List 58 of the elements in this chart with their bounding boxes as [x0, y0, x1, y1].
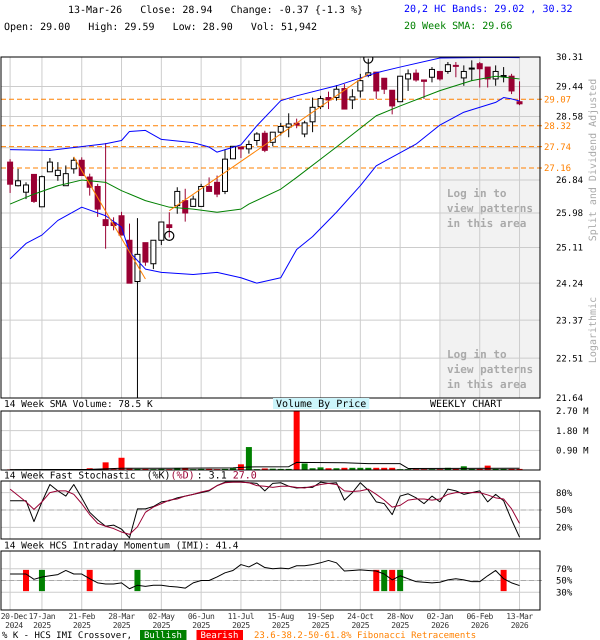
- x-tick-label: 24-Oct 2025: [347, 612, 374, 630]
- x-tick-label: 17-Jan 2025: [28, 612, 56, 630]
- chart-title: 14 Week SMA Volume: 78.5 K: [4, 399, 153, 410]
- chart-title: 14 Week Fast Stochastic: [4, 470, 136, 482]
- y-tick-label: 25.98: [556, 209, 584, 220]
- y-axis-title: Split and Dividend Adjusted: [588, 78, 599, 242]
- y-tick-label: 70%: [556, 564, 573, 575]
- y-tick-label: 28.58: [556, 112, 584, 123]
- y-tick-label: 25.11: [556, 244, 584, 254]
- y-tick-label: 30%: [556, 588, 573, 598]
- text: Logarithmic: [588, 296, 599, 364]
- x-tick-label: 02-Jan 2026: [426, 612, 454, 630]
- ref-line-label: 27.74: [544, 142, 572, 153]
- text: % K - HCS IMI Crossover,: [2, 631, 132, 640]
- text: WEEKLY CHART: [430, 399, 502, 410]
- y-tick-label: 50%: [556, 576, 573, 587]
- text: 20 Week SMA: 29.66: [404, 21, 512, 32]
- y-tick-label: 22.51: [556, 354, 584, 364]
- x-tick-label: 06-Jun 2025: [188, 612, 215, 630]
- y-tick-label: 30.31: [556, 53, 584, 64]
- x-tick-label: 28-Mar 2025: [108, 612, 136, 630]
- x-tick-label: 20-Dec 2024: [0, 612, 28, 630]
- y-tick-label: 80%: [556, 488, 573, 499]
- chart-title: 14 Week HCS Intraday Momentum (IMI): 41.4: [4, 540, 239, 552]
- annotation: 27.0: [232, 470, 257, 482]
- y-tick-label: 20%: [556, 524, 573, 534]
- x-tick-label: 02-May 2025: [148, 612, 176, 630]
- ref-line-label: 28.32: [544, 122, 572, 132]
- x-tick-label: 15-Aug 2025: [267, 612, 295, 630]
- y-tick-label: 1.80 M: [556, 426, 590, 437]
- y-tick-label: 0.90 M: [556, 446, 590, 456]
- x-tick-label: 21-Feb 2025: [68, 612, 96, 630]
- annotation: Log in to view patterns in this area: [447, 348, 534, 391]
- text: Bearish: [200, 631, 238, 640]
- y-tick-label: 26.84: [556, 176, 584, 186]
- y-tick-label: 21.64: [556, 394, 584, 404]
- text: Volume By Price: [276, 399, 366, 410]
- chart-title: 13-Mar-26 Close: 28.94 Change: -0.37 {-1.3 %}: [68, 5, 364, 16]
- y-tick-label: 29.44: [556, 82, 584, 93]
- series-label: (%K): [146, 470, 171, 482]
- x-tick-label: 19-Sep 2025: [307, 612, 334, 630]
- y-tick-label: 50%: [556, 506, 573, 516]
- annotation: : 3.1: [196, 470, 227, 482]
- y-tick-label: 23.37: [556, 316, 584, 326]
- x-tick-label: 13-Mar 2026: [506, 612, 534, 630]
- x-tick-label: 28-Nov 2025: [386, 612, 414, 630]
- ref-line-label: 27.16: [544, 164, 572, 174]
- y-tick-label: 2.70 M: [556, 407, 590, 418]
- text: 23.6-38.2-50-61.8% Fibonacci Retracements: [254, 631, 476, 640]
- x-tick-label: 06-Feb 2026: [466, 612, 494, 630]
- x-tick-label: 11-Jul 2025: [228, 612, 255, 630]
- ref-line-label: 29.07: [544, 95, 572, 106]
- text: 20,2 HC Bands: 29.02 , 30.32: [404, 4, 573, 15]
- chart-subtitle: Open: 29.00 High: 29.59 Low: 28.90 Vol: 51,942: [4, 22, 318, 33]
- text: Bullish: [144, 631, 182, 640]
- series-label: (%D): [170, 470, 195, 482]
- y-tick-label: 24.24: [556, 279, 584, 290]
- band-label: Log in to view patterns in this area: [446, 187, 534, 230]
